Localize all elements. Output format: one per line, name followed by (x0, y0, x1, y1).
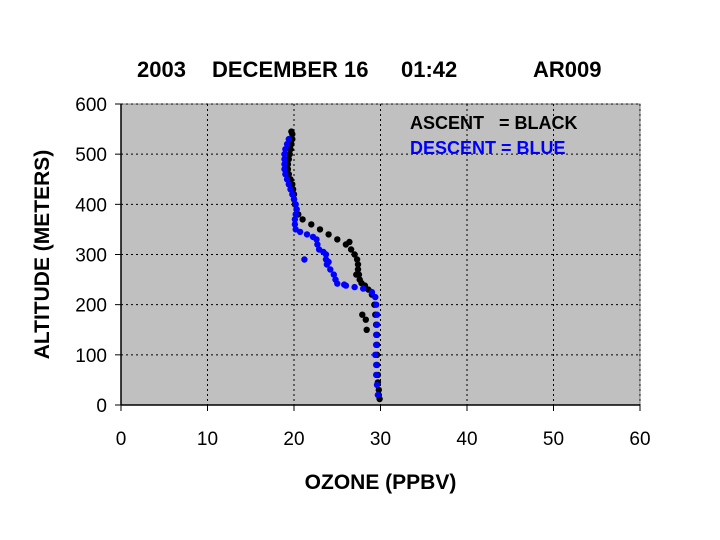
ascent-point (353, 256, 361, 263)
ascent-point (346, 238, 353, 246)
descent-point (373, 341, 380, 348)
descent-point (351, 283, 358, 291)
ascent-point (286, 151, 293, 158)
ascent-point (316, 226, 324, 233)
ascent-point (353, 271, 360, 278)
descent-point (373, 381, 381, 389)
x-axis-title: OZONE (PPBV) (305, 471, 457, 494)
descent-point (372, 351, 379, 358)
ascent-point (287, 146, 294, 153)
descent-point (285, 135, 292, 143)
y-tick-label: 500 (75, 145, 107, 166)
descent-point (372, 293, 379, 301)
descent-point (291, 221, 299, 228)
x-tick-label: 20 (283, 429, 304, 450)
descent-point (327, 266, 334, 273)
ascent-point (325, 231, 332, 238)
descent-point (373, 301, 380, 308)
ascent-point (354, 266, 362, 273)
descent-point (373, 321, 381, 328)
descent-point (314, 241, 321, 248)
descent-point (292, 201, 299, 208)
descent-point (373, 311, 381, 318)
chart-title-year: 2003 (137, 57, 186, 82)
descent-point (315, 246, 323, 253)
descent-point (281, 161, 288, 168)
ascent-point (354, 261, 362, 268)
descent-point (374, 391, 382, 399)
ascent-point (308, 221, 315, 228)
y-axis-title: ALTITUDE (METERS) (31, 150, 54, 360)
descent-point (301, 256, 308, 263)
descent-point (281, 166, 288, 173)
axes (115, 103, 641, 411)
descent-point (281, 156, 288, 163)
descent-point (332, 276, 339, 283)
x-tick-label: 30 (370, 429, 391, 450)
y-tick-label: 600 (75, 95, 107, 116)
descent-point (285, 181, 292, 188)
descent-point (282, 146, 289, 153)
ascent-point (359, 311, 366, 318)
ascent-point (334, 236, 341, 243)
descent-point (373, 331, 380, 338)
y-tick-label: 0 (96, 396, 107, 417)
descent-point (360, 285, 367, 292)
descent-point (282, 171, 289, 178)
ascent-point (288, 128, 295, 135)
descent-point (325, 258, 332, 266)
descent-point (281, 151, 288, 158)
ascent-point (356, 276, 363, 283)
descent-point (373, 371, 380, 379)
y-tick-label: 300 (75, 246, 107, 267)
grid-lines (121, 103, 641, 405)
legend-descent: DESCENT = BLUE (410, 138, 566, 158)
series-descent (281, 135, 382, 399)
x-tick-label: 60 (629, 429, 650, 450)
y-tick-label: 200 (75, 296, 107, 317)
y-tick-label: 100 (75, 346, 107, 367)
y-tick-label: 400 (75, 195, 107, 216)
descent-point (303, 231, 311, 238)
descent-point (290, 196, 298, 203)
descent-point (309, 233, 317, 241)
descent-point (330, 271, 337, 278)
x-tick-label: 10 (197, 429, 218, 450)
x-tick-label: 40 (456, 429, 477, 450)
descent-point (283, 140, 291, 148)
series-points (281, 128, 383, 403)
ascent-point (362, 316, 369, 323)
legend-ascent: ASCENT = BLACK (410, 113, 578, 133)
ascent-point (375, 386, 382, 394)
descent-point (341, 281, 348, 288)
descent-point (293, 206, 300, 213)
descent-point (283, 176, 291, 183)
ascent-point (363, 326, 370, 333)
descent-point (291, 216, 299, 223)
descent-point (368, 288, 376, 296)
descent-point (289, 191, 296, 198)
descent-point (373, 361, 380, 369)
descent-point (292, 211, 299, 218)
descent-point (287, 186, 294, 193)
ascent-point (351, 251, 358, 258)
descent-point (292, 226, 299, 233)
x-tick-label: 0 (116, 429, 127, 450)
chart-title-time: 01:42 (401, 57, 457, 82)
ascent-point (347, 246, 355, 253)
chart-title-id: AR009 (533, 57, 601, 82)
chart-title-date: DECEMBER 16 (212, 57, 368, 82)
ascent-point (299, 216, 306, 223)
x-tick-label: 50 (543, 429, 564, 450)
